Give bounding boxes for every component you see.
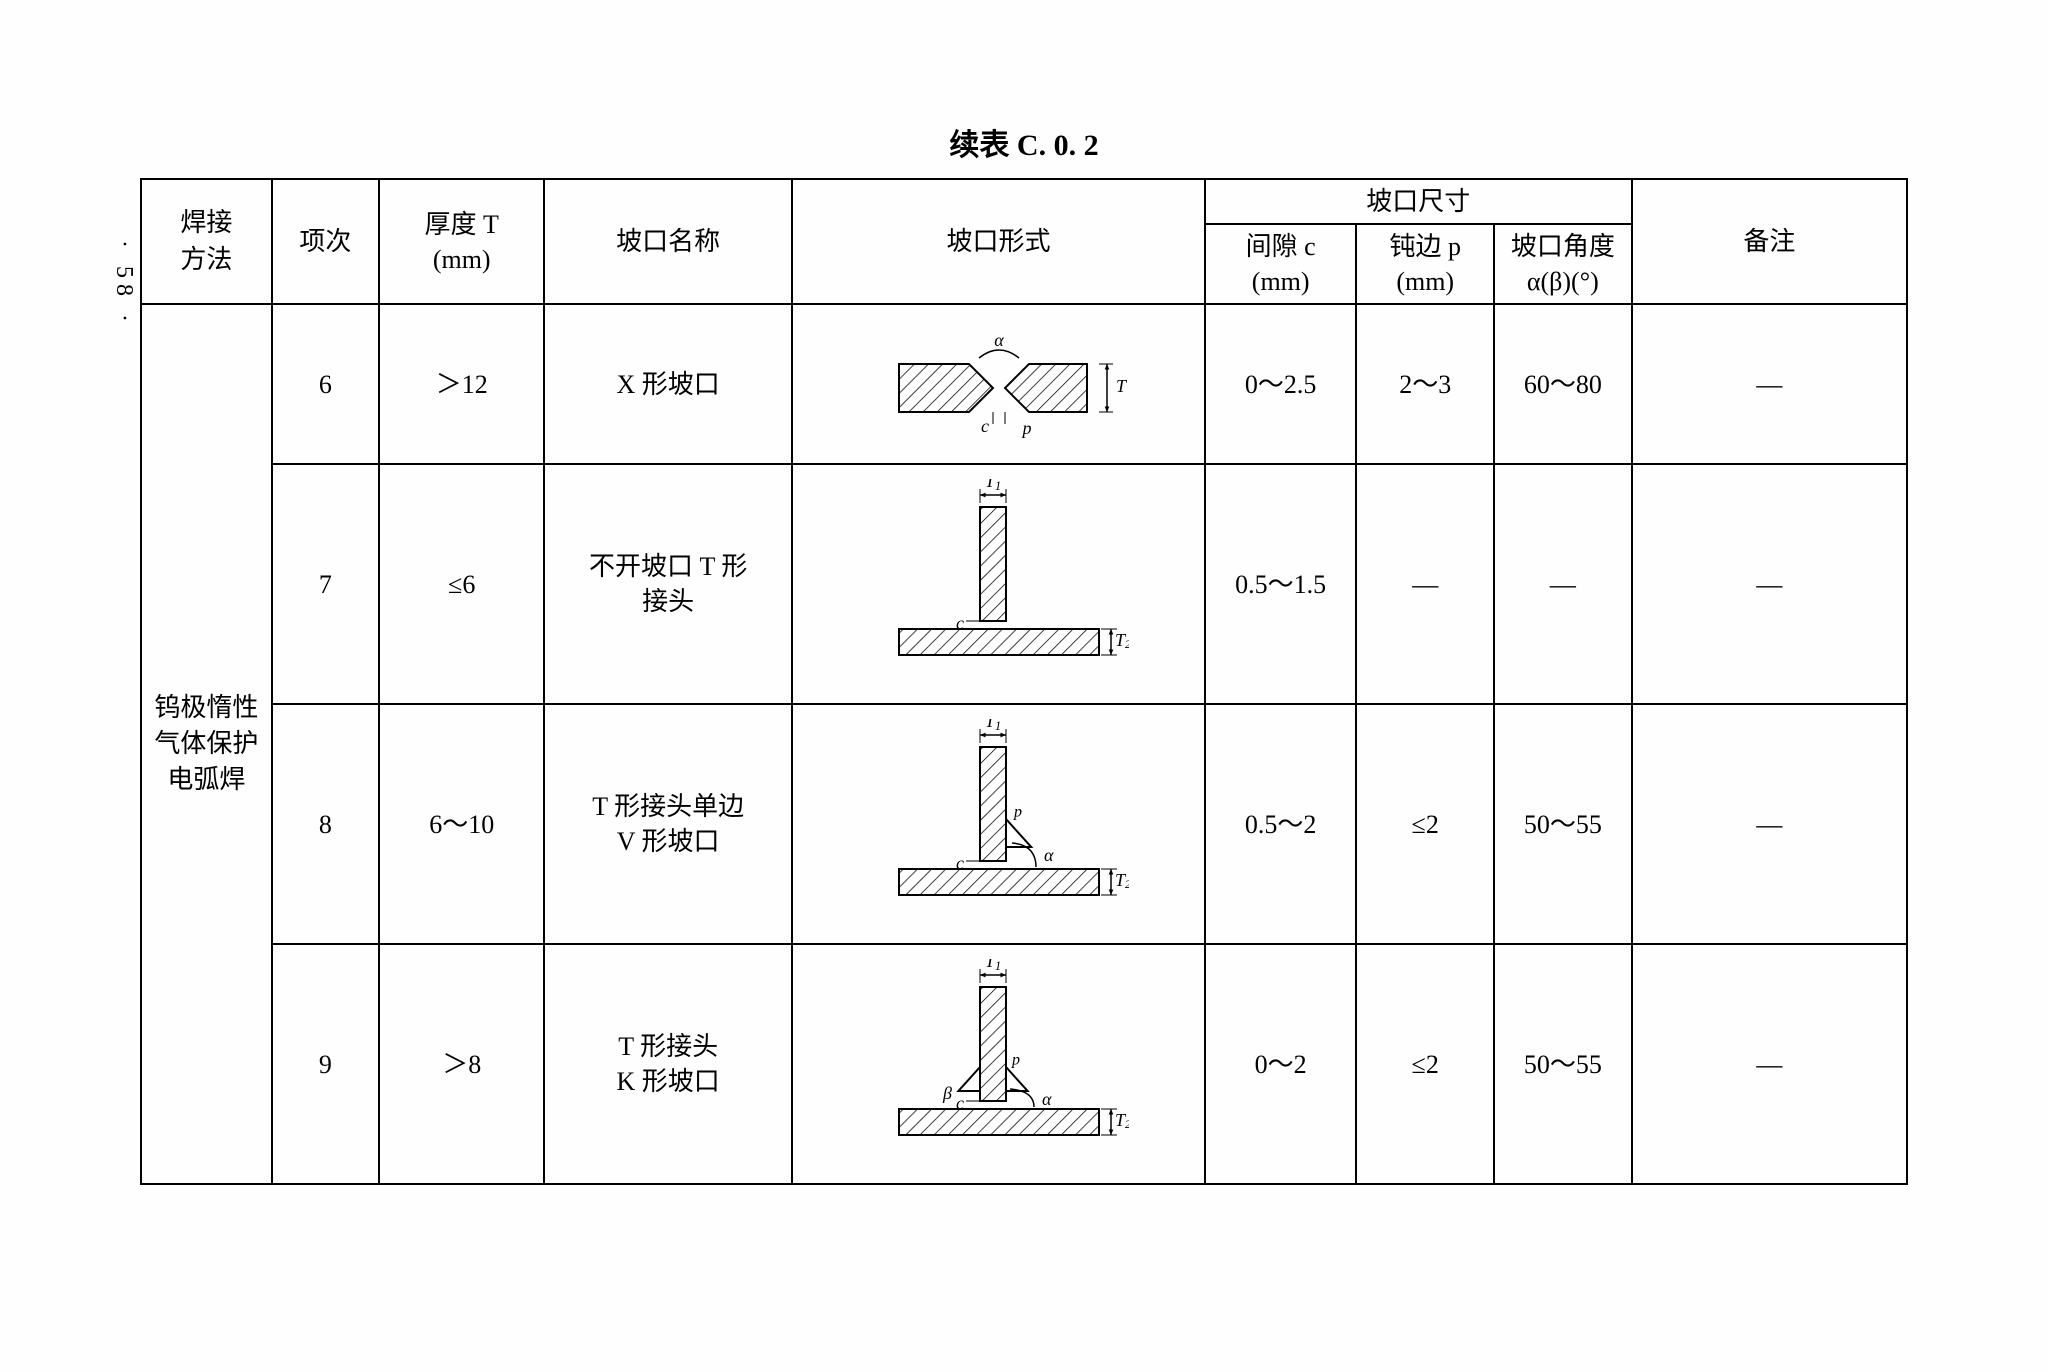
cell-diagram: T1 c T2 xyxy=(792,464,1205,704)
cell-angle: 60～80 xyxy=(1494,304,1632,464)
document-page: · 58 · 续表 C. 0. 2 焊接方法 项次 厚度 T(mm) 坡口名称 … xyxy=(0,0,2048,1372)
table-title: 续表 C. 0. 2 xyxy=(140,120,1908,164)
hdr-gname: 坡口名称 xyxy=(544,179,792,304)
cell-thick: ≤6 xyxy=(379,464,544,704)
svg-text:c: c xyxy=(981,416,989,436)
hdr-method: 焊接方法 xyxy=(141,179,272,304)
cell-gname: 不开坡口 T 形接头 xyxy=(544,464,792,704)
hdr-remark: 备注 xyxy=(1632,179,1907,304)
cell-remark: — xyxy=(1632,704,1907,944)
cell-blunt: ≤2 xyxy=(1356,944,1494,1184)
svg-text:α: α xyxy=(1042,1089,1052,1109)
hdr-angle: 坡口角度α(β)(°) xyxy=(1494,224,1632,304)
cell-gap: 0～2 xyxy=(1205,944,1356,1184)
groove-diagram-x_groove: α c p T xyxy=(869,324,1129,444)
table-row: 9 ＞8 T 形接头K 形坡口 p α β T1 c T2 0～2 ≤2 50～55 — xyxy=(141,944,1907,1184)
cell-item: 8 xyxy=(272,704,379,944)
svg-text:p: p xyxy=(1020,418,1031,438)
cell-gname: T 形接头K 形坡口 xyxy=(544,944,792,1184)
cell-angle: 50～55 xyxy=(1494,704,1632,944)
header-row-1: 焊接方法 项次 厚度 T(mm) 坡口名称 坡口形式 坡口尺寸 备注 xyxy=(141,179,1907,224)
page-number: · 58 · xyxy=(110,240,137,328)
hdr-blunt: 钝边 p(mm) xyxy=(1356,224,1494,304)
cell-blunt: 2～3 xyxy=(1356,304,1494,464)
hdr-gap: 间隙 c(mm) xyxy=(1205,224,1356,304)
table-body: 钨极惰性气体保护电弧焊 6 ＞12 X 形坡口 α c p T 0～2.5 2～3 6… xyxy=(141,304,1907,1184)
svg-text:α: α xyxy=(994,330,1004,350)
svg-text:p: p xyxy=(1013,804,1022,821)
groove-spec-table: 焊接方法 项次 厚度 T(mm) 坡口名称 坡口形式 坡口尺寸 备注 间隙 c(… xyxy=(140,178,1908,1185)
svg-text:T2: T2 xyxy=(1114,1110,1128,1131)
cell-thick: 6～10 xyxy=(379,704,544,944)
svg-text:T1: T1 xyxy=(984,719,1000,733)
cell-gname: T 形接头单边V 形坡口 xyxy=(544,704,792,944)
cell-item: 9 xyxy=(272,944,379,1184)
table-row: 钨极惰性气体保护电弧焊 6 ＞12 X 形坡口 αcpT 0～2.5 2～3 6… xyxy=(141,304,1907,464)
cell-diagram: p α β T1 c T2 xyxy=(792,944,1205,1184)
table-row: 8 6～10 T 形接头单边V 形坡口 p α T1 c T2 0.5～2 ≤2 50～… xyxy=(141,704,1907,944)
svg-text:T2: T2 xyxy=(1114,870,1128,891)
method-cell: 钨极惰性气体保护电弧焊 xyxy=(141,304,272,1184)
hdr-thick: 厚度 T(mm) xyxy=(379,179,544,304)
cell-thick: ＞12 xyxy=(379,304,544,464)
groove-diagram-t_k_groove: p α β T1 c T2 xyxy=(869,959,1129,1169)
cell-angle: — xyxy=(1494,464,1632,704)
cell-gap: 0.5～1.5 xyxy=(1205,464,1356,704)
cell-item: 7 xyxy=(272,464,379,704)
table-row: 7 ≤6 不开坡口 T 形接头 T1 c T2 0.5～1.5 — — — xyxy=(141,464,1907,704)
cell-blunt: — xyxy=(1356,464,1494,704)
cell-blunt: ≤2 xyxy=(1356,704,1494,944)
cell-gap: 0.5～2 xyxy=(1205,704,1356,944)
hdr-form: 坡口形式 xyxy=(792,179,1205,304)
svg-text:T: T xyxy=(1115,376,1127,396)
groove-diagram-t_single_v: p α T1 c T2 xyxy=(869,719,1129,929)
svg-text:T1: T1 xyxy=(984,959,1000,973)
svg-text:p: p xyxy=(1011,1052,1020,1069)
groove-diagram-t_nogroove: T1 c T2 xyxy=(869,479,1129,689)
cell-diagram: α c p T xyxy=(792,304,1205,464)
cell-gap: 0～2.5 xyxy=(1205,304,1356,464)
cell-item: 6 xyxy=(272,304,379,464)
cell-diagram: p α T1 c T2 xyxy=(792,704,1205,944)
svg-text:c: c xyxy=(956,853,964,873)
hdr-item: 项次 xyxy=(272,179,379,304)
cell-remark: — xyxy=(1632,304,1907,464)
svg-text:β: β xyxy=(942,1083,952,1103)
cell-gname: X 形坡口 xyxy=(544,304,792,464)
svg-text:c: c xyxy=(956,613,964,633)
hdr-dim: 坡口尺寸 xyxy=(1205,179,1632,224)
cell-thick: ＞8 xyxy=(379,944,544,1184)
cell-remark: — xyxy=(1632,944,1907,1184)
svg-text:α: α xyxy=(1044,845,1054,865)
svg-text:T1: T1 xyxy=(984,479,1000,493)
cell-remark: — xyxy=(1632,464,1907,704)
svg-text:c: c xyxy=(956,1093,964,1113)
svg-text:T2: T2 xyxy=(1114,630,1128,651)
cell-angle: 50～55 xyxy=(1494,944,1632,1184)
